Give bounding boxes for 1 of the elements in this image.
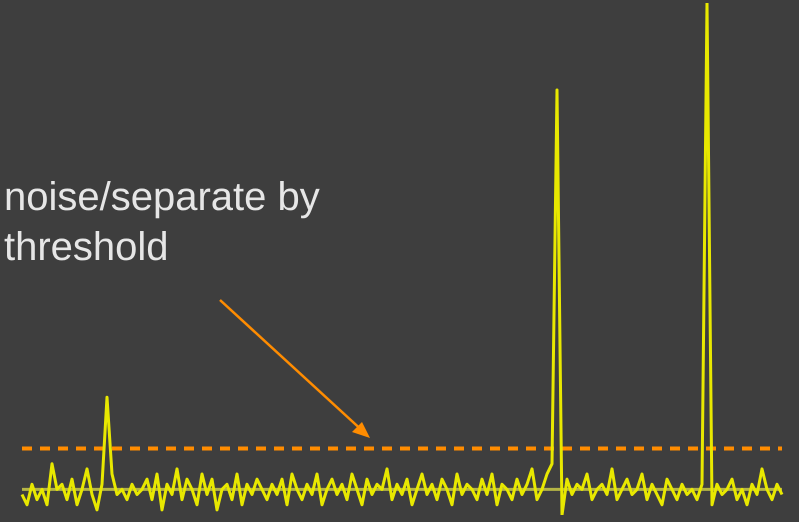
annotation: noise/separate by threshold	[4, 174, 321, 271]
